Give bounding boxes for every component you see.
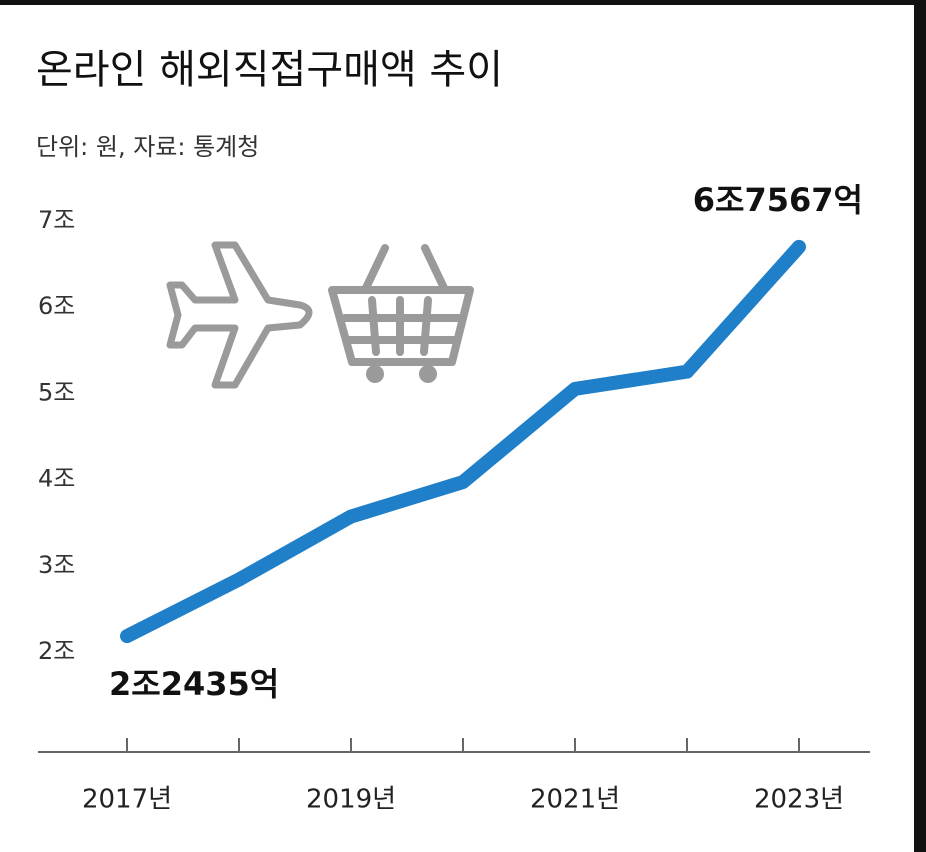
x-tick-label: 2019년 (306, 785, 396, 815)
frame-right (914, 0, 926, 852)
y-tick-label: 2조 (38, 637, 75, 665)
frame-top (0, 0, 926, 5)
value-label: 6조7567억 (693, 181, 863, 219)
y-tick-label: 7조 (38, 206, 75, 234)
chart-title: 온라인 해외직접구매액 추이 (36, 47, 503, 93)
basket-icon (328, 244, 474, 383)
value-label: 2조2435억 (109, 665, 279, 703)
x-tick-label: 2023년 (754, 785, 844, 815)
y-tick-label: 3조 (38, 551, 75, 579)
data-line (120, 239, 806, 644)
x-tick-label: 2021년 (530, 785, 620, 815)
y-tick-label: 5조 (38, 378, 75, 406)
x-tick-label: 2017년 (82, 785, 172, 815)
y-tick-label: 4조 (38, 465, 75, 493)
y-tick-label: 6조 (38, 292, 75, 320)
airplane-icon (166, 241, 313, 389)
chart-subtitle: 단위: 원, 자료: 통계청 (36, 133, 259, 161)
